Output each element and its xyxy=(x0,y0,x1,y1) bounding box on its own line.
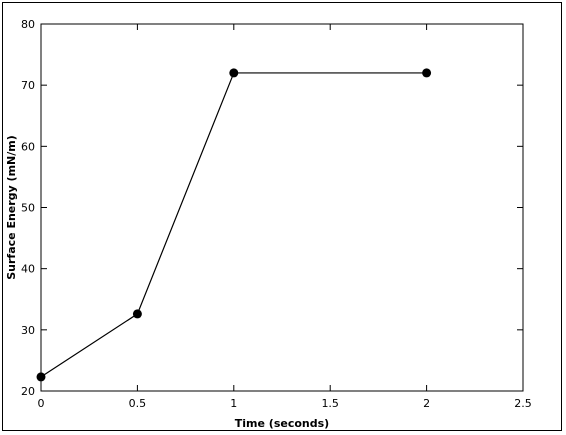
y-axis-title: Surface Energy (mN/m) xyxy=(5,135,18,280)
y-tick-label: 40 xyxy=(21,263,35,276)
data-point xyxy=(36,372,46,382)
plot-area xyxy=(40,23,524,392)
x-tick-label: 2.5 xyxy=(514,397,532,410)
series-line xyxy=(40,72,427,378)
data-point xyxy=(229,68,239,78)
x-tick-label: 1.5 xyxy=(321,397,339,410)
y-tick-label: 50 xyxy=(21,202,35,215)
y-tick-label: 60 xyxy=(21,140,35,153)
series-layer xyxy=(36,68,432,382)
x-tick-label: 0.5 xyxy=(129,397,147,410)
x-tick-label: 2 xyxy=(423,397,430,410)
data-point xyxy=(132,309,142,319)
y-tick-label: 70 xyxy=(21,79,35,92)
x-tick-label: 1 xyxy=(230,397,237,410)
y-axis-ticks: 20 30 40 50 60 70 80 xyxy=(21,18,523,398)
x-tick-label: 0 xyxy=(38,397,45,410)
x-axis-ticks: 0 0.5 1 1.5 2 2.5 xyxy=(38,24,532,410)
y-tick-label: 80 xyxy=(21,18,35,31)
x-axis-title: Time (seconds) xyxy=(235,417,329,430)
y-tick-label: 30 xyxy=(21,324,35,337)
data-point xyxy=(422,68,432,78)
y-tick-label: 20 xyxy=(21,385,35,398)
